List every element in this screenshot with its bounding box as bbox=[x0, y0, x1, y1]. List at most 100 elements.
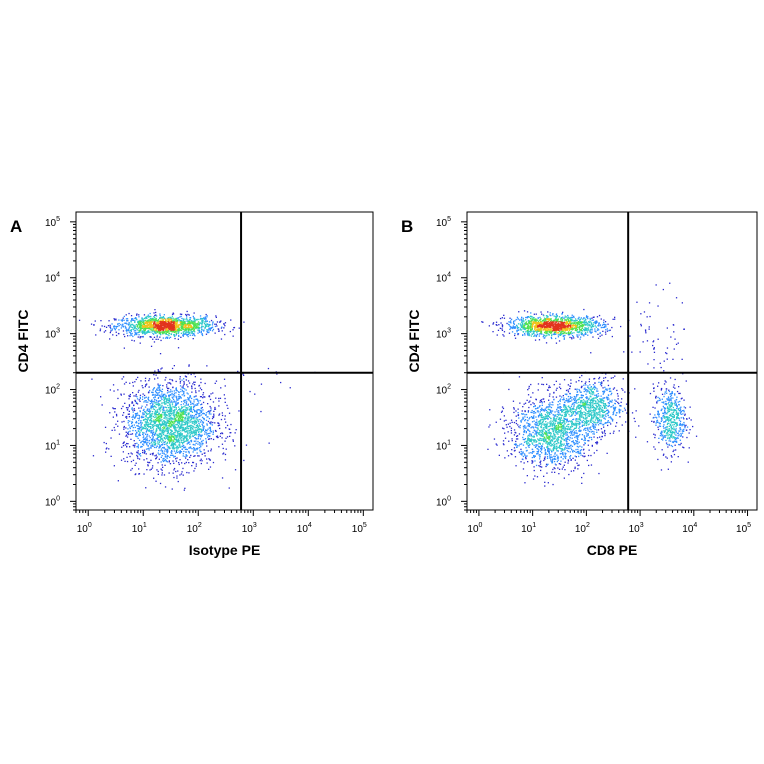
event-dot bbox=[182, 441, 185, 443]
event-dot bbox=[123, 347, 125, 349]
event-dot bbox=[189, 318, 191, 321]
event-dot bbox=[201, 423, 203, 425]
event-dot bbox=[209, 398, 212, 401]
event-dot bbox=[142, 327, 144, 330]
event-dot bbox=[183, 321, 185, 323]
event-dot bbox=[188, 472, 190, 474]
event-dot bbox=[573, 315, 575, 317]
event-dot bbox=[141, 336, 143, 338]
event-dot bbox=[124, 444, 127, 446]
event-dot bbox=[211, 424, 213, 426]
event-dot bbox=[139, 323, 142, 325]
event-dot bbox=[173, 322, 175, 325]
event-dot bbox=[163, 426, 165, 428]
event-dot bbox=[191, 422, 193, 424]
event-dot bbox=[557, 406, 559, 408]
event-dot bbox=[190, 415, 192, 417]
event-dot bbox=[182, 324, 184, 326]
event-dot bbox=[178, 335, 180, 337]
event-dot bbox=[133, 424, 135, 426]
event-dot bbox=[656, 401, 658, 403]
event-dot bbox=[506, 450, 508, 452]
event-dot bbox=[182, 410, 184, 413]
event-dot bbox=[187, 433, 189, 435]
event-dot bbox=[171, 394, 173, 396]
event-dot bbox=[161, 414, 163, 416]
event-dot bbox=[191, 334, 194, 336]
event-dot bbox=[158, 412, 161, 414]
event-dot bbox=[160, 448, 163, 450]
event-dot bbox=[150, 413, 152, 415]
event-dot bbox=[222, 453, 224, 455]
event-dot bbox=[540, 469, 542, 472]
event-dot bbox=[654, 434, 656, 436]
event-dot bbox=[663, 370, 665, 372]
event-dot bbox=[152, 424, 154, 426]
event-dot bbox=[648, 328, 650, 330]
event-dot bbox=[191, 420, 193, 423]
event-dot bbox=[575, 456, 577, 458]
event-dot bbox=[576, 391, 579, 393]
event-dot bbox=[159, 433, 162, 435]
event-dot bbox=[147, 422, 150, 424]
event-dot bbox=[587, 444, 589, 446]
event-dot bbox=[133, 330, 135, 332]
event-dot bbox=[601, 381, 603, 383]
event-dot bbox=[179, 376, 181, 378]
event-dot bbox=[563, 455, 565, 458]
event-dot bbox=[163, 401, 166, 403]
event-dot bbox=[163, 460, 166, 462]
event-dot bbox=[604, 390, 606, 392]
event-dot bbox=[179, 427, 181, 429]
event-dot bbox=[194, 410, 196, 413]
event-dot bbox=[602, 387, 604, 389]
event-dot bbox=[193, 381, 195, 383]
event-dot bbox=[203, 413, 205, 415]
event-dot bbox=[99, 330, 101, 332]
event-dot bbox=[151, 435, 153, 437]
event-dot bbox=[197, 399, 199, 401]
event-dot bbox=[595, 331, 597, 333]
event-dot bbox=[190, 429, 192, 431]
event-dot bbox=[120, 319, 122, 321]
event-dot bbox=[157, 370, 160, 372]
event-dot bbox=[177, 319, 179, 321]
event-dot bbox=[185, 411, 187, 414]
event-dot bbox=[143, 314, 146, 316]
event-dot bbox=[155, 442, 157, 444]
event-dot bbox=[198, 328, 200, 330]
event-dot bbox=[570, 447, 572, 449]
event-dot bbox=[688, 447, 690, 449]
event-dot bbox=[132, 318, 134, 320]
event-dot bbox=[532, 416, 535, 418]
event-dot bbox=[159, 482, 162, 485]
event-dot bbox=[683, 430, 685, 432]
event-dot bbox=[177, 470, 179, 472]
event-dot bbox=[167, 334, 169, 336]
event-dot bbox=[243, 374, 245, 376]
event-dot bbox=[175, 444, 177, 446]
event-dot bbox=[687, 461, 689, 463]
event-dot bbox=[193, 324, 195, 326]
event-dot bbox=[185, 399, 187, 401]
event-dot bbox=[597, 333, 599, 335]
event-dot bbox=[611, 418, 613, 421]
event-dot bbox=[611, 399, 613, 401]
event-dot bbox=[207, 411, 209, 413]
event-dot bbox=[169, 336, 172, 338]
event-dot bbox=[584, 442, 586, 445]
event-dot bbox=[203, 418, 205, 420]
event-dot bbox=[199, 447, 201, 449]
event-dot bbox=[607, 424, 609, 427]
event-dot bbox=[676, 390, 679, 393]
event-dot bbox=[197, 328, 199, 330]
event-dot bbox=[177, 448, 179, 450]
event-dot bbox=[175, 318, 177, 321]
event-dot bbox=[182, 328, 185, 330]
event-dot bbox=[165, 460, 168, 462]
event-dot bbox=[146, 322, 149, 324]
event-dot bbox=[181, 321, 183, 323]
event-dot bbox=[539, 463, 542, 465]
event-dot bbox=[137, 376, 139, 379]
event-dot bbox=[503, 428, 505, 430]
